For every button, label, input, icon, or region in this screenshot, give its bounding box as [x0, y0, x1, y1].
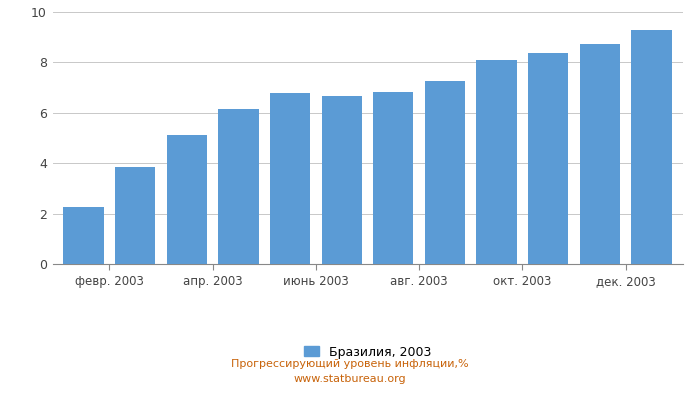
Bar	[425, 81, 465, 264]
Bar	[270, 93, 310, 264]
Bar	[580, 44, 620, 264]
Bar	[115, 167, 155, 264]
Bar	[218, 108, 258, 264]
Bar	[528, 52, 568, 264]
Bar	[167, 135, 207, 264]
Text: Прогрессирующий уровень инфляции,%
www.statbureau.org: Прогрессирующий уровень инфляции,% www.s…	[231, 359, 469, 384]
Bar	[631, 30, 672, 264]
Bar	[373, 92, 414, 264]
Bar	[477, 60, 517, 264]
Bar	[321, 96, 362, 264]
Bar	[63, 207, 104, 264]
Legend: Бразилия, 2003: Бразилия, 2003	[299, 340, 436, 364]
